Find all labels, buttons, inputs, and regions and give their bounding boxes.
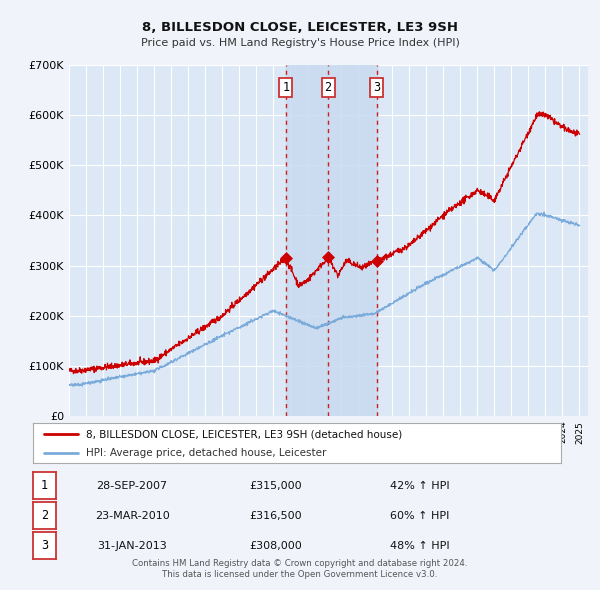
Text: 28-SEP-2007: 28-SEP-2007 bbox=[97, 481, 167, 490]
Text: 2: 2 bbox=[325, 81, 332, 94]
Text: Price paid vs. HM Land Registry's House Price Index (HPI): Price paid vs. HM Land Registry's House … bbox=[140, 38, 460, 48]
Text: HPI: Average price, detached house, Leicester: HPI: Average price, detached house, Leic… bbox=[86, 448, 326, 458]
Text: 60% ↑ HPI: 60% ↑ HPI bbox=[391, 511, 449, 520]
Text: 8, BILLESDON CLOSE, LEICESTER, LE3 9SH: 8, BILLESDON CLOSE, LEICESTER, LE3 9SH bbox=[142, 21, 458, 34]
Text: £315,000: £315,000 bbox=[250, 481, 302, 490]
Text: £308,000: £308,000 bbox=[250, 541, 302, 550]
Text: 8, BILLESDON CLOSE, LEICESTER, LE3 9SH (detached house): 8, BILLESDON CLOSE, LEICESTER, LE3 9SH (… bbox=[86, 430, 402, 440]
Text: 3: 3 bbox=[373, 81, 380, 94]
Text: 2: 2 bbox=[41, 509, 48, 522]
Text: 1: 1 bbox=[282, 81, 289, 94]
Text: 23-MAR-2010: 23-MAR-2010 bbox=[95, 511, 169, 520]
Text: Contains HM Land Registry data © Crown copyright and database right 2024.
This d: Contains HM Land Registry data © Crown c… bbox=[132, 559, 468, 579]
Text: 42% ↑ HPI: 42% ↑ HPI bbox=[390, 481, 450, 490]
Text: 48% ↑ HPI: 48% ↑ HPI bbox=[390, 541, 450, 550]
Text: 1: 1 bbox=[41, 479, 48, 492]
Text: 31-JAN-2013: 31-JAN-2013 bbox=[97, 541, 167, 550]
Text: £316,500: £316,500 bbox=[250, 511, 302, 520]
Text: 3: 3 bbox=[41, 539, 48, 552]
Bar bbox=[286, 65, 377, 416]
